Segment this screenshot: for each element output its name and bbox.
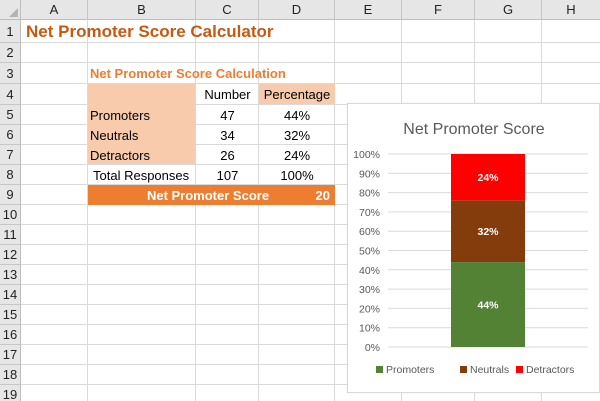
label-fill [88, 84, 195, 164]
gridline [21, 244, 600, 245]
gridline [21, 164, 600, 165]
row-header-11[interactable]: 11 [0, 225, 21, 245]
column-header-g[interactable]: G [475, 0, 542, 20]
data-label-neutrals: 32% [477, 226, 499, 238]
gridline [21, 42, 600, 43]
gridline [21, 364, 600, 365]
gridline [258, 20, 259, 401]
legend-swatch-neutrals [460, 366, 467, 373]
column-header-h[interactable]: H [542, 0, 600, 20]
header-percentage[interactable]: Percentage [263, 87, 331, 102]
section-title[interactable]: Net Promoter Score Calculation [90, 66, 286, 81]
column-header-b[interactable]: B [88, 0, 196, 20]
legend-entry-neutrals: Neutrals [470, 364, 509, 376]
row-header-9[interactable]: 9 [0, 185, 21, 205]
row-header-13[interactable]: 13 [0, 265, 21, 285]
row-header-5[interactable]: 5 [0, 105, 21, 125]
legend-entry-promoters: Promoters [386, 364, 434, 376]
row-header-8[interactable]: 8 [0, 165, 21, 185]
gridline [21, 124, 600, 125]
label-promoters[interactable]: Promoters [90, 108, 150, 123]
row-header-18[interactable]: 18 [0, 365, 21, 385]
row-header-17[interactable]: 17 [0, 345, 21, 365]
bar-segment-detractors [451, 154, 525, 201]
select-all-corner[interactable] [0, 0, 21, 20]
percentage-detractors[interactable]: 24% [283, 148, 311, 163]
gridline [21, 144, 600, 145]
gridline [21, 62, 600, 63]
label-neutrals[interactable]: Neutrals [90, 128, 139, 143]
row-header-2[interactable]: 2 [0, 43, 21, 63]
number-neutrals[interactable]: 34 [220, 128, 235, 143]
y-tick-label: 40% [359, 265, 380, 277]
label-total-responses[interactable]: Total Responses [93, 168, 190, 183]
gridline [21, 304, 600, 305]
data-label-promoters: 44% [477, 300, 499, 312]
row-header-4[interactable]: 4 [0, 84, 21, 105]
nps-value[interactable]: 20 [315, 188, 330, 203]
bar-segment-neutrals [451, 200, 525, 263]
y-tick-label: 50% [359, 246, 380, 258]
chart-canvas: Net Promoter Score 0% 10% 20% 30% 40% 50% 60% 70… [353, 121, 588, 376]
column-header-c[interactable]: C [196, 0, 259, 20]
gridline [21, 344, 600, 345]
row-header-15[interactable]: 15 [0, 305, 21, 325]
y-tick-label: 0% [365, 342, 380, 354]
legend-entry-detractors: Detractors [526, 364, 574, 376]
row-header-19[interactable]: 19 [0, 385, 21, 401]
percentage-total-responses[interactable]: 100% [280, 168, 314, 183]
nps-chart[interactable]: Net Promoter Score 0% 10% 20% 30% 40% 50% 60% 70… [347, 103, 600, 393]
gridline [21, 264, 600, 265]
row-header-16[interactable]: 16 [0, 325, 21, 345]
y-tick-label: 10% [359, 323, 380, 335]
number-total-responses[interactable]: 107 [216, 168, 239, 183]
row-header-3[interactable]: 3 [0, 63, 21, 84]
gridline [21, 104, 600, 105]
y-tick-label: 90% [359, 168, 380, 180]
gridline [21, 324, 600, 325]
y-tick-label: 100% [353, 149, 380, 161]
percentage-neutrals[interactable]: 32% [283, 128, 311, 143]
gridline [21, 384, 600, 385]
chart-title: Net Promoter Score [403, 121, 544, 138]
row-header-14[interactable]: 14 [0, 285, 21, 305]
legend-swatch-detractors [516, 366, 523, 373]
row-header-1[interactable]: 1 [0, 20, 21, 43]
row-header-10[interactable]: 10 [0, 205, 21, 225]
gridline [21, 284, 600, 285]
number-promoters[interactable]: 47 [220, 108, 235, 123]
number-detractors[interactable]: 26 [220, 148, 235, 163]
bar-segment-promoters [451, 262, 525, 347]
data-label-detractors: 24% [477, 172, 499, 184]
row-header-7[interactable]: 7 [0, 145, 21, 165]
column-header-f[interactable]: F [402, 0, 475, 20]
sheet-title[interactable]: Net Promoter Score Calculator [26, 22, 274, 41]
column-header-e[interactable]: E [335, 0, 402, 20]
header-number[interactable]: Number [204, 87, 251, 102]
y-tick-label: 20% [359, 303, 380, 315]
row-header-12[interactable]: 12 [0, 245, 21, 265]
gridline [21, 83, 600, 84]
gridline [195, 20, 196, 401]
label-detractors[interactable]: Detractors [90, 148, 150, 163]
column-header-a[interactable]: A [21, 0, 88, 20]
y-tick-label: 80% [359, 188, 380, 200]
gridline [21, 184, 600, 185]
y-tick-label: 60% [359, 226, 380, 238]
y-tick-label: 30% [359, 284, 380, 296]
y-tick-label: 70% [359, 207, 380, 219]
row-header-6[interactable]: 6 [0, 125, 21, 145]
gridline [21, 224, 600, 225]
percentage-promoters[interactable]: 44% [283, 108, 311, 123]
gridline [334, 20, 335, 401]
column-header-d[interactable]: D [259, 0, 335, 20]
nps-label[interactable]: Net Promoter Score [146, 188, 270, 203]
nps-fill [88, 185, 335, 205]
gridline [87, 20, 88, 401]
legend-swatch-promoters [376, 366, 383, 373]
header-fill [259, 84, 335, 104]
